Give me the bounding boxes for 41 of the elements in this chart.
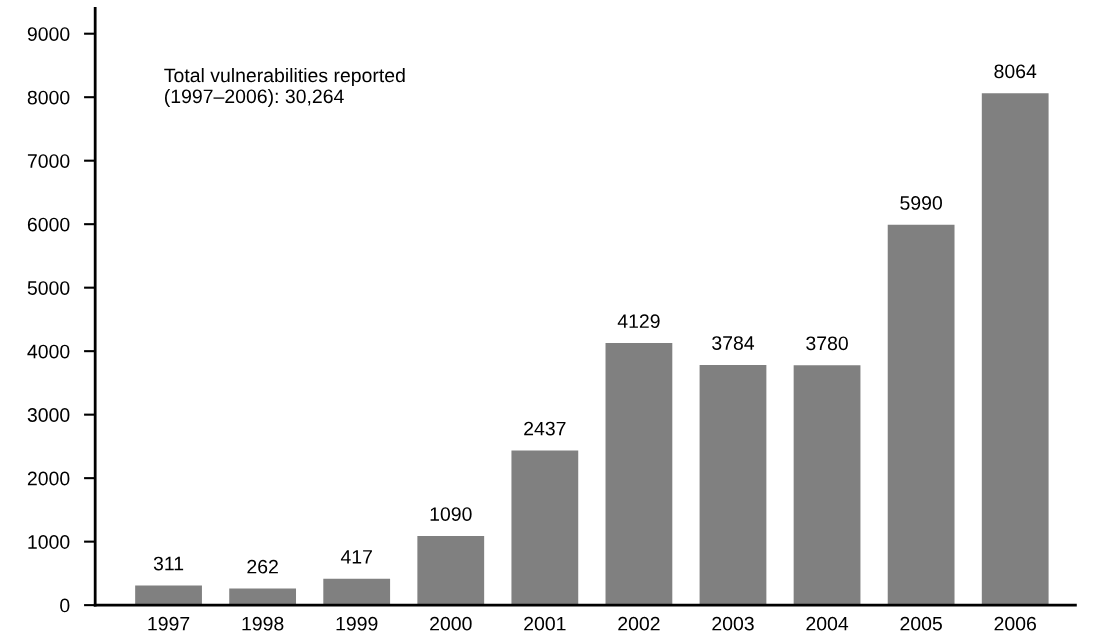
bar xyxy=(229,588,297,606)
data-label: 4129 xyxy=(617,314,660,329)
data-label: 3784 xyxy=(712,336,755,350)
bar xyxy=(793,365,861,606)
x-tick-label: 2001 xyxy=(524,616,566,631)
x-tick-label: 1998 xyxy=(242,616,284,631)
y-tick-label: 1000 xyxy=(28,535,70,549)
x-tick-label: 2003 xyxy=(712,616,754,631)
x-tick-label: 2006 xyxy=(994,616,1036,631)
x-tick-label: 2002 xyxy=(618,616,660,631)
x-tick-label: 1997 xyxy=(148,616,190,631)
y-tick-label: 6000 xyxy=(27,217,70,232)
y-tick-label: 8000 xyxy=(27,90,70,105)
data-label: 311 xyxy=(153,556,184,571)
y-tick-label: 9000 xyxy=(27,27,70,41)
y-tick-label: 0 xyxy=(60,598,70,613)
y-tick-label: 7000 xyxy=(27,154,70,168)
annotation: Total vulnerabilities reported (1997–2006): 30,264 xyxy=(164,67,405,108)
x-tick-label: 1999 xyxy=(336,616,378,631)
bar xyxy=(981,93,1049,606)
data-label: 2437 xyxy=(524,421,566,436)
x-tick-label: 2005 xyxy=(900,616,942,631)
y-tick-label: 3000 xyxy=(27,408,70,422)
data-label: 3780 xyxy=(806,336,848,351)
data-label: 5990 xyxy=(900,196,942,210)
bar xyxy=(511,450,579,606)
bar xyxy=(605,342,673,606)
bar xyxy=(135,585,202,606)
y-tick-label: 2000 xyxy=(27,471,70,486)
data-label: 8064 xyxy=(994,64,1037,79)
bar xyxy=(699,364,767,606)
bar xyxy=(887,224,955,606)
y-tick-label: 4000 xyxy=(27,344,70,359)
bar xyxy=(417,535,485,606)
data-label: 417 xyxy=(340,550,372,564)
data-label: 1090 xyxy=(430,507,472,521)
x-tick-label: 2004 xyxy=(806,616,849,631)
bar xyxy=(323,578,391,606)
data-label: 262 xyxy=(247,559,278,574)
y-tick-label: 5000 xyxy=(27,281,70,295)
x-tick-label: 2000 xyxy=(430,616,472,631)
